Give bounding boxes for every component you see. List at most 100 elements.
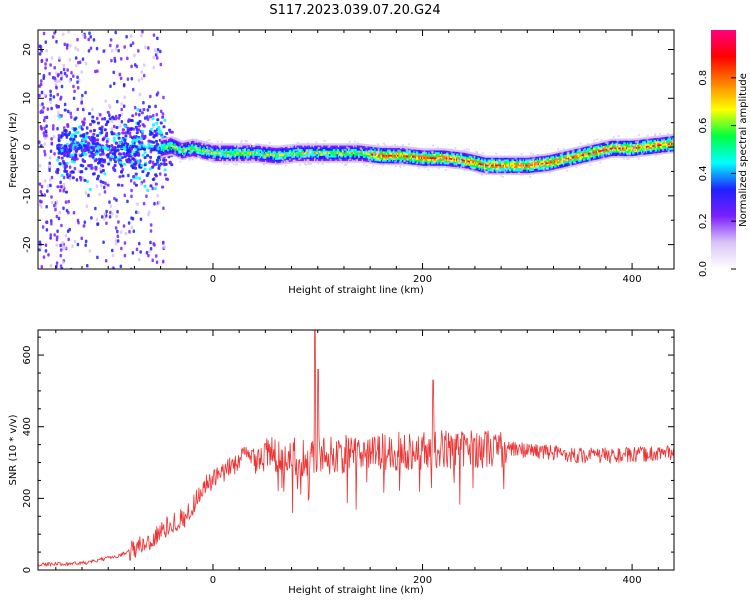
spectrogram-ridge-cell <box>217 146 220 150</box>
spectrogram-ridge-cell <box>457 153 460 156</box>
spectrogram-ridge-cell <box>557 156 561 159</box>
spectrogram-cell <box>143 184 147 188</box>
spectrogram-ridge-cell <box>388 147 391 150</box>
spectrogram-ridge-cell <box>364 159 367 162</box>
spectrogram-ridge-cell <box>311 155 314 158</box>
spectrogram-cell <box>96 222 99 226</box>
spectrogram-ridge-cell <box>319 157 322 160</box>
spectrogram-ridge-cell <box>171 143 175 146</box>
spectrogram-cell <box>117 116 121 120</box>
spectrogram-cell <box>55 261 59 265</box>
spectrogram-ridge-cell <box>205 153 209 156</box>
spectrogram-ridge-cell <box>340 146 343 150</box>
spectrogram-ridge-cell <box>213 148 216 151</box>
spectrogram-ridge-cell <box>293 157 297 160</box>
spectrogram-ridge-cell <box>204 141 207 144</box>
spectrogram-cell <box>75 178 79 182</box>
spectrogram-ridge-cell <box>239 158 243 161</box>
spectrogram-ridge-cell <box>425 160 429 163</box>
spectrogram-ridge-cell <box>473 154 476 157</box>
spectrogram-ridge-cell <box>492 172 495 175</box>
spectrogram-cell <box>114 155 118 159</box>
spectrogram-ridge-cell <box>428 155 431 158</box>
spectrogram-ridge-cell <box>321 148 324 151</box>
spectrogram-ridge-cell <box>507 162 510 165</box>
spectrogram-ridge-cell <box>224 146 227 150</box>
spectrogram-ridge-cell <box>379 161 382 164</box>
spectrogram-ridge-cell <box>516 159 519 162</box>
spectrogram-ridge-cell <box>300 151 303 155</box>
spectrogram-ridge-cell <box>477 158 480 162</box>
spectrogram-ridge-cell <box>244 151 248 155</box>
spectrogram-ridge-cell <box>351 160 354 163</box>
spectrogram-ridge-cell <box>198 146 201 150</box>
spectrogram-cell <box>89 46 93 50</box>
spectrogram-ridge-cell <box>432 158 435 161</box>
spectrogram-ridge-cell <box>285 156 288 159</box>
spectrogram-ridge-cell <box>583 162 586 165</box>
spectrogram-ridge-cell <box>345 153 348 156</box>
spectrogram-ridge-cell <box>544 165 547 168</box>
spectrogram-ridge-cell <box>379 145 382 148</box>
spectrogram-ridge-cell <box>242 153 245 156</box>
spectrogram-ridge-cell <box>290 161 293 164</box>
spectrogram-ridge-cell <box>282 162 285 165</box>
spectrogram-ridge-cell <box>232 151 235 155</box>
spectrogram-cell <box>42 118 46 123</box>
spectrogram-ridge-cell <box>170 144 173 147</box>
spectrogram-ridge-cell <box>477 153 480 156</box>
spectrogram-ridge-cell <box>510 162 513 165</box>
spectrogram-ridge-cell <box>578 146 581 149</box>
spectrogram-cell <box>85 126 89 130</box>
spectrogram-ridge-cell <box>385 154 388 157</box>
spectrogram-ridge-cell <box>501 157 504 160</box>
spectrogram-ridge-cell <box>190 138 193 142</box>
spectrogram-ridge-cell <box>555 154 558 158</box>
spectrogram-ridge-cell <box>580 152 583 155</box>
spectrogram-ridge-cell <box>359 153 362 156</box>
spectrogram-cell <box>70 133 74 137</box>
spectrogram-ridge-cell <box>166 149 170 152</box>
spectrogram-ridge-cell <box>247 151 250 155</box>
spectrogram-ridge-cell <box>198 153 201 156</box>
spectrogram-ridge-cell <box>490 169 493 172</box>
spectrogram-ridge-cell <box>229 150 232 153</box>
spectrogram-ridge-cell <box>390 154 393 157</box>
spectrogram-cell <box>104 123 108 127</box>
spectrogram-ridge-cell <box>452 151 455 154</box>
spectrogram-ridge-cell <box>301 151 304 155</box>
spectrogram-cell <box>156 118 160 122</box>
spectrogram-ridge-cell <box>439 155 442 158</box>
spectrogram-ridge-cell <box>315 146 318 150</box>
spectrogram-ridge-cell <box>542 153 546 156</box>
spectrogram-ridge-cell <box>288 147 292 150</box>
spectrogram-ridge-cell <box>335 143 338 146</box>
spectrogram-ridge-cell <box>420 156 424 159</box>
spectrogram-ridge-cell <box>473 168 476 171</box>
spectrogram-ridge-cell <box>253 150 256 153</box>
spectrogram-ridge-cell <box>427 148 430 151</box>
spectrogram-ridge-cell <box>228 148 231 151</box>
spectrogram-ridge-cell <box>296 150 299 153</box>
spectrogram-ridge-cell <box>408 155 411 158</box>
spectrogram-ridge-cell <box>285 148 288 151</box>
spectrogram-ridge-cell <box>222 153 225 156</box>
spectrogram-ridge-cell <box>194 156 197 159</box>
spectrogram-ridge-cell <box>452 164 455 167</box>
spectrogram-ridge-cell <box>454 159 458 163</box>
spectrogram-ridge-cell <box>311 143 314 146</box>
spectrogram-ridge-cell <box>546 163 549 166</box>
spectrogram-cell <box>103 128 107 132</box>
spectrogram-ridge-cell <box>383 145 386 149</box>
spectrogram-ridge-cell <box>248 145 251 148</box>
spectrogram-ridge-cell <box>169 153 172 156</box>
spectrogram-ridge-cell <box>331 148 334 151</box>
spectrogram-ridge-cell <box>413 162 416 165</box>
spectrogram-ridge-cell <box>515 170 518 174</box>
spectrogram-ridge-cell <box>203 153 206 156</box>
spectrogram-ridge-cell <box>202 145 205 149</box>
spectrogram-ridge-cell <box>410 155 413 158</box>
spectrogram-ridge-cell <box>459 167 463 170</box>
spectrogram-ridge-cell <box>287 158 290 161</box>
spectrogram-ridge-cell <box>164 151 167 154</box>
